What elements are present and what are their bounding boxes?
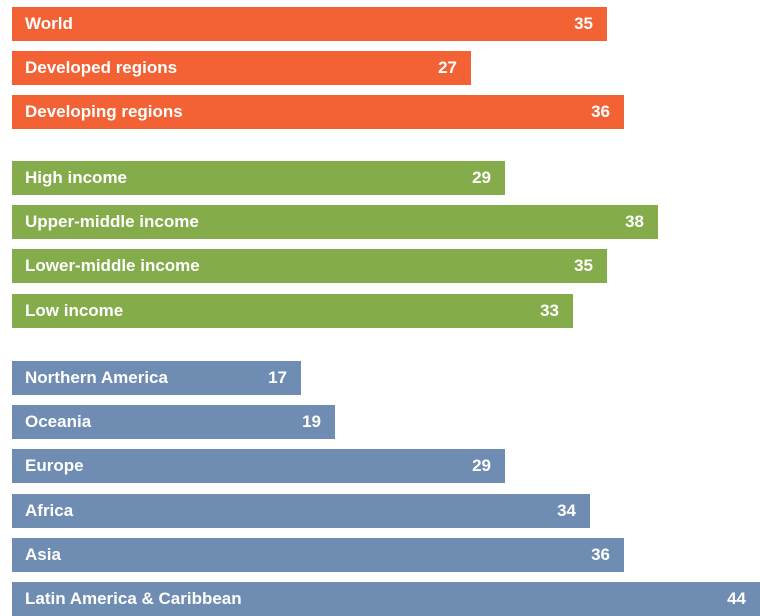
bar-label: Upper-middle income xyxy=(25,212,199,231)
bar-value-label: 17 xyxy=(268,368,287,387)
bar-value-label: 29 xyxy=(472,456,491,475)
bar-label: Oceania xyxy=(25,412,92,431)
bar: Europe 29 xyxy=(12,449,505,483)
bar-value-label: 36 xyxy=(591,102,610,121)
bar-label: Developing regions xyxy=(25,102,183,121)
bar: Developing regions 36 xyxy=(12,95,624,129)
bar-value-label: 44 xyxy=(727,589,746,608)
bar-value-label: 35 xyxy=(574,14,593,33)
bar-value-label: 34 xyxy=(557,501,576,520)
bar: Lower-middle income 35 xyxy=(12,249,607,283)
bar-value-label: 27 xyxy=(438,58,457,77)
bar: Latin America & Caribbean 44 xyxy=(12,582,760,616)
bar-label: Developed regions xyxy=(25,58,178,77)
bar-value-label: 33 xyxy=(540,301,559,320)
bar-value-label: 36 xyxy=(591,545,610,564)
bar: Northern America 17 xyxy=(12,361,301,395)
bar-label: Africa xyxy=(25,501,74,520)
bar: Oceania 19 xyxy=(12,405,335,439)
bar-label: Europe xyxy=(25,456,84,475)
bar: World 35 xyxy=(12,7,607,41)
bar-value-label: 38 xyxy=(625,212,644,231)
bar-value-label: 29 xyxy=(472,168,491,187)
bar-label: Northern America xyxy=(25,368,168,387)
bar-label: High income xyxy=(25,168,128,187)
bar: Upper-middle income 38 xyxy=(12,205,658,239)
bar: Africa 34 xyxy=(12,494,590,528)
bar: High income 29 xyxy=(12,161,505,195)
bar-label: Lower-middle income xyxy=(25,256,200,275)
bar-value-label: 35 xyxy=(574,256,593,275)
bar: Asia 36 xyxy=(12,538,624,572)
bar-label: Asia xyxy=(25,545,61,564)
bar-label: Latin America & Caribbean xyxy=(25,589,242,608)
bar: Low income 33 xyxy=(12,294,573,328)
bar-label: World xyxy=(25,14,73,33)
bar-label: Low income xyxy=(25,301,124,320)
bar: Developed regions 27 xyxy=(12,51,471,85)
bar-value-label: 19 xyxy=(302,412,321,431)
